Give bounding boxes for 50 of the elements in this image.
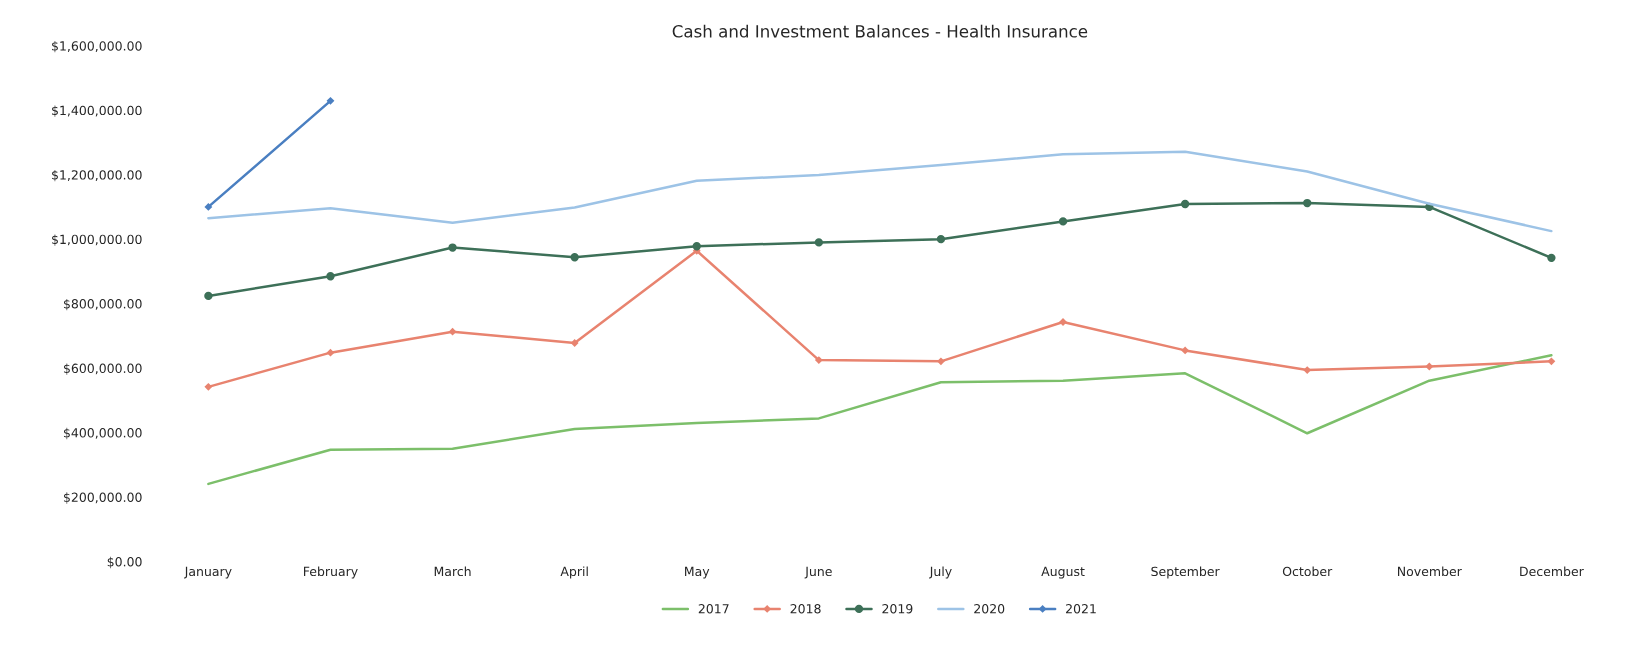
x-tick-label: October	[1282, 566, 1333, 577]
x-tick-label: April	[560, 566, 588, 579]
point	[448, 327, 457, 336]
point	[1058, 217, 1068, 226]
point	[814, 356, 823, 364]
line-series	[207, 150, 1553, 233]
point	[326, 272, 335, 281]
y-tick-label: $1,600,000.00	[52, 40, 142, 53]
y-tick-label: $200,000.00	[63, 492, 142, 504]
x-tick-label: March	[434, 566, 471, 577]
chart-title: Cash and Investment Balances - Health Insurance	[672, 24, 1088, 38]
y-tick-label: $800,000.00	[63, 298, 142, 311]
legend-label: 2021	[1066, 604, 1096, 614]
point	[1425, 362, 1434, 371]
x-tick-label: August	[1041, 566, 1085, 579]
y-tick-label: $400,000.00	[63, 427, 142, 440]
legend-label: 2019	[882, 604, 913, 614]
point	[936, 234, 946, 244]
x-tick-label: December	[1520, 566, 1584, 577]
point	[204, 202, 213, 211]
point	[1547, 253, 1556, 263]
y-tick-label: $1,000,000.00	[52, 234, 142, 246]
legend-label: 2017	[698, 604, 729, 614]
legend-label: 2020	[974, 604, 1005, 614]
x-tick-label: June	[804, 566, 832, 579]
legend-label: 2018	[790, 604, 821, 614]
x-tick-label: February	[304, 566, 358, 579]
point	[1180, 199, 1190, 209]
y-tick-label: $1,200,000.00	[52, 169, 142, 182]
x-tick-label: January	[184, 566, 232, 579]
point	[204, 291, 213, 301]
point	[448, 243, 457, 252]
point	[570, 253, 579, 262]
x-tick-label: May	[685, 566, 710, 579]
point	[326, 348, 335, 357]
x-tick-label: July	[929, 566, 952, 579]
y-tick-label: $1,400,000.00	[52, 105, 142, 117]
point	[326, 96, 335, 105]
y-tick-label: $0.00	[107, 556, 142, 569]
point	[1547, 357, 1556, 366]
x-tick-label: November	[1398, 566, 1462, 577]
x-tick-label: September	[1151, 566, 1220, 579]
point	[937, 357, 945, 366]
point	[204, 382, 213, 391]
y-tick-label: $600,000.00	[63, 363, 142, 375]
point	[814, 238, 824, 247]
point	[570, 339, 579, 347]
point	[1181, 346, 1190, 355]
point	[1303, 198, 1312, 208]
point	[692, 242, 701, 251]
